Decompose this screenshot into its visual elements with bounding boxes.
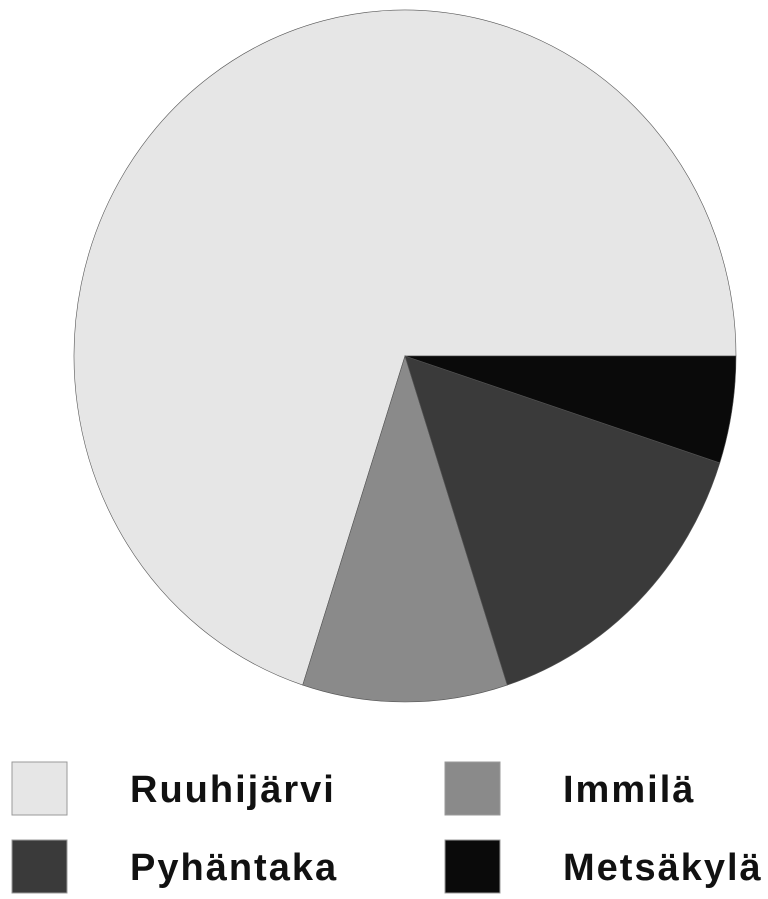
legend-label: Immilä	[563, 769, 695, 811]
legend-swatch	[11, 761, 68, 816]
pie-slice	[73, 9, 737, 686]
legend-swatch	[444, 761, 501, 816]
legend-swatch	[444, 839, 501, 894]
legend-swatch	[11, 839, 68, 894]
legend-label: Metsäkylä	[563, 847, 763, 889]
pie-slice	[404, 355, 737, 464]
pie-slice	[404, 355, 721, 686]
legend-label: Pyhäntaka	[130, 847, 338, 889]
pie-slice	[302, 354, 508, 703]
legend-label: Ruuhijärvi	[130, 769, 336, 811]
